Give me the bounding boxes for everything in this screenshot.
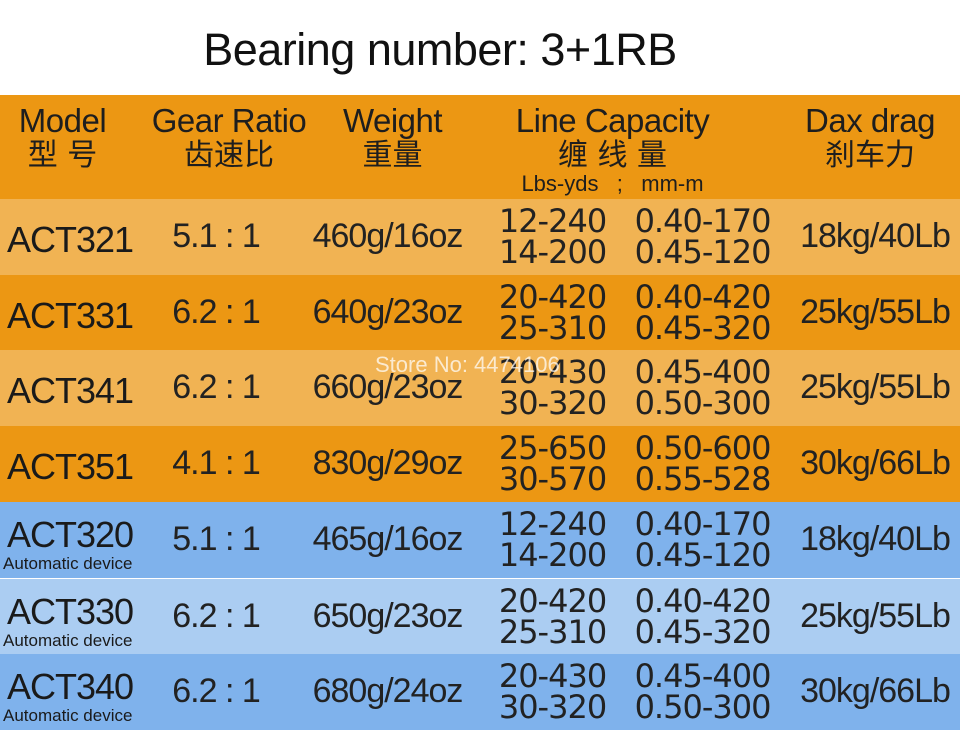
model-cell: ACT341 [7,370,134,411]
mm-line-2: 0.50-300 [634,384,772,422]
header-weight: Weight 重量 [330,103,455,173]
weight-cell: 830g/29oz [312,444,464,482]
line-capacity-mm-cell: 0.40-170 0.45-120 [630,202,775,271]
table-row: ACT340 Automatic device 6.2 : 1 680g/24oz 2… [0,654,960,730]
mm-line-2: 0.50-300 [634,688,772,726]
header-line-capacity-units: Lbs-yds ; mm-m [521,171,704,196]
header-model-en: Model [18,102,107,139]
drag-cell: 30kg/66Lb [800,444,951,482]
drag-cell: 18kg/40Lb [800,520,951,558]
drag-cell: 18kg/40Lb [800,217,951,255]
header-line-capacity-zh: 缠 线 量 [557,138,668,173]
header-drag-zh: 刹车力 [825,138,915,173]
table-row: ACT320 Automatic device 5.1 : 1 465g/16oz 1… [0,502,960,578]
lbs-line-1: 12-240 [498,202,607,240]
model-cell: ACT320 [7,514,134,555]
model-cell: ACT331 [7,295,134,336]
weight-cell: 460g/16oz [312,217,464,255]
lbs-line-1: 12-240 [498,505,607,543]
lbs-line-2: 25-310 [498,613,607,651]
table-row: ACT351 4.1 : 1 830g/29oz 25-650 30-570 0.5… [0,426,960,502]
mm-line-1: 0.45-400 [634,353,772,391]
gear-ratio-cell: 6.2 : 1 [172,293,261,331]
gear-ratio-cell: 5.1 : 1 [172,520,261,558]
header-weight-en: Weight [342,102,443,139]
line-capacity-mm-cell: 0.40-420 0.45-320 [630,582,775,651]
mm-line-2: 0.45-320 [634,309,772,347]
header-weight-zh: 重量 [362,138,423,173]
table-row: ACT331 6.2 : 1 640g/23oz 20-420 25-310 0.4… [0,275,960,351]
line-capacity-lbs-cell: 12-240 14-200 [495,505,610,574]
page-title: Bearing number: 3+1RB [203,24,677,75]
line-capacity-lbs-cell: 25-650 30-570 [495,429,610,498]
drag-cell: 30kg/66Lb [800,672,951,710]
line-capacity-mm-cell: 0.40-170 0.45-120 [630,505,775,574]
line-capacity-mm-cell: 0.40-420 0.45-320 [630,278,775,347]
mm-line-2: 0.45-320 [634,613,772,651]
model-cell: ACT330 [7,591,134,632]
line-capacity-lbs-cell: 20-430 30-320 [495,657,610,726]
store-watermark: Store No: 4474106 [375,352,560,377]
weight-cell: 660g/23oz [312,368,464,406]
table-row: ACT341 6.2 : 1 660g/23oz 20-430 30-320 0.4… [0,350,960,426]
lbs-line-1: 20-420 [498,582,607,620]
lbs-line-2: 14-200 [498,233,607,271]
header-line-capacity-en: Line Capacity [515,102,710,139]
header-gear-ratio-zh: 齿速比 [184,138,274,173]
header-drag: Dax drag 刹车力 [790,103,950,173]
automatic-device-label: Automatic device [3,554,133,573]
gear-ratio-cell: 6.2 : 1 [172,368,261,406]
gear-ratio-cell: 5.1 : 1 [172,217,261,255]
model-cell: ACT340 [7,666,134,707]
lbs-line-2: 30-320 [498,688,607,726]
mm-line-1: 0.40-170 [634,505,772,543]
lbs-line-2: 14-200 [498,536,607,574]
header-gear-ratio-en: Gear Ratio [151,102,307,139]
lbs-line-2: 30-320 [498,384,607,422]
weight-cell: 465g/16oz [312,520,464,558]
mm-line-2: 0.45-120 [634,536,772,574]
automatic-device-label: Automatic device [3,631,133,650]
table-header: Model 型 号 Gear Ratio 齿速比 Weight 重量 Line … [0,95,960,199]
line-capacity-mm-cell: 0.45-400 0.50-300 [630,657,775,726]
header-model: Model 型 号 [10,103,115,173]
table-row: ACT321 5.1 : 1 460g/16oz 12-240 14-200 0.4… [0,199,960,275]
line-capacity-lbs-cell: 20-430 30-320 [495,353,610,422]
line-capacity-mm-cell: 0.45-400 0.50-300 [630,353,775,422]
header-line-capacity: Line Capacity 缠 线 量 Lbs-yds ; mm-m [490,103,735,195]
mm-line-2: 0.55-528 [634,460,772,498]
gear-ratio-cell: 4.1 : 1 [172,444,261,482]
drag-cell: 25kg/55Lb [800,368,951,406]
model-cell: ACT351 [7,446,134,487]
lbs-line-1: 25-650 [498,429,607,467]
line-capacity-mm-cell: 0.50-600 0.55-528 [630,429,775,498]
gear-ratio-cell: 6.2 : 1 [172,597,261,635]
lbs-line-1: 20-430 [498,657,607,695]
line-capacity-lbs-cell: 20-420 25-310 [495,278,610,347]
mm-line-1: 0.40-170 [634,202,772,240]
lbs-line-1: 20-430 [498,353,607,391]
lbs-line-2: 30-570 [498,460,607,498]
drag-cell: 25kg/55Lb [800,597,951,635]
table-row: ACT330 Automatic device 6.2 : 1 650g/23oz 2… [0,579,960,655]
gear-ratio-cell: 6.2 : 1 [172,672,261,710]
mm-line-2: 0.45-120 [634,233,772,271]
lbs-line-1: 20-420 [498,278,607,316]
weight-cell: 640g/23oz [312,293,464,331]
header-gear-ratio: Gear Ratio 齿速比 [145,103,313,173]
weight-cell: 650g/23oz [312,597,464,635]
mm-line-1: 0.40-420 [634,582,772,620]
drag-cell: 25kg/55Lb [800,293,951,331]
mm-line-1: 0.45-400 [634,657,772,695]
line-capacity-lbs-cell: 20-420 25-310 [495,582,610,651]
weight-cell: 680g/24oz [312,672,464,710]
automatic-device-label: Automatic device [3,706,133,725]
header-drag-en: Dax drag [805,102,935,139]
mm-line-1: 0.50-600 [634,429,772,467]
header-model-zh: 型 号 [27,138,98,173]
mm-line-1: 0.40-420 [634,278,772,316]
model-cell: ACT321 [7,219,134,260]
lbs-line-2: 25-310 [498,309,607,347]
line-capacity-lbs-cell: 12-240 14-200 [495,202,610,271]
